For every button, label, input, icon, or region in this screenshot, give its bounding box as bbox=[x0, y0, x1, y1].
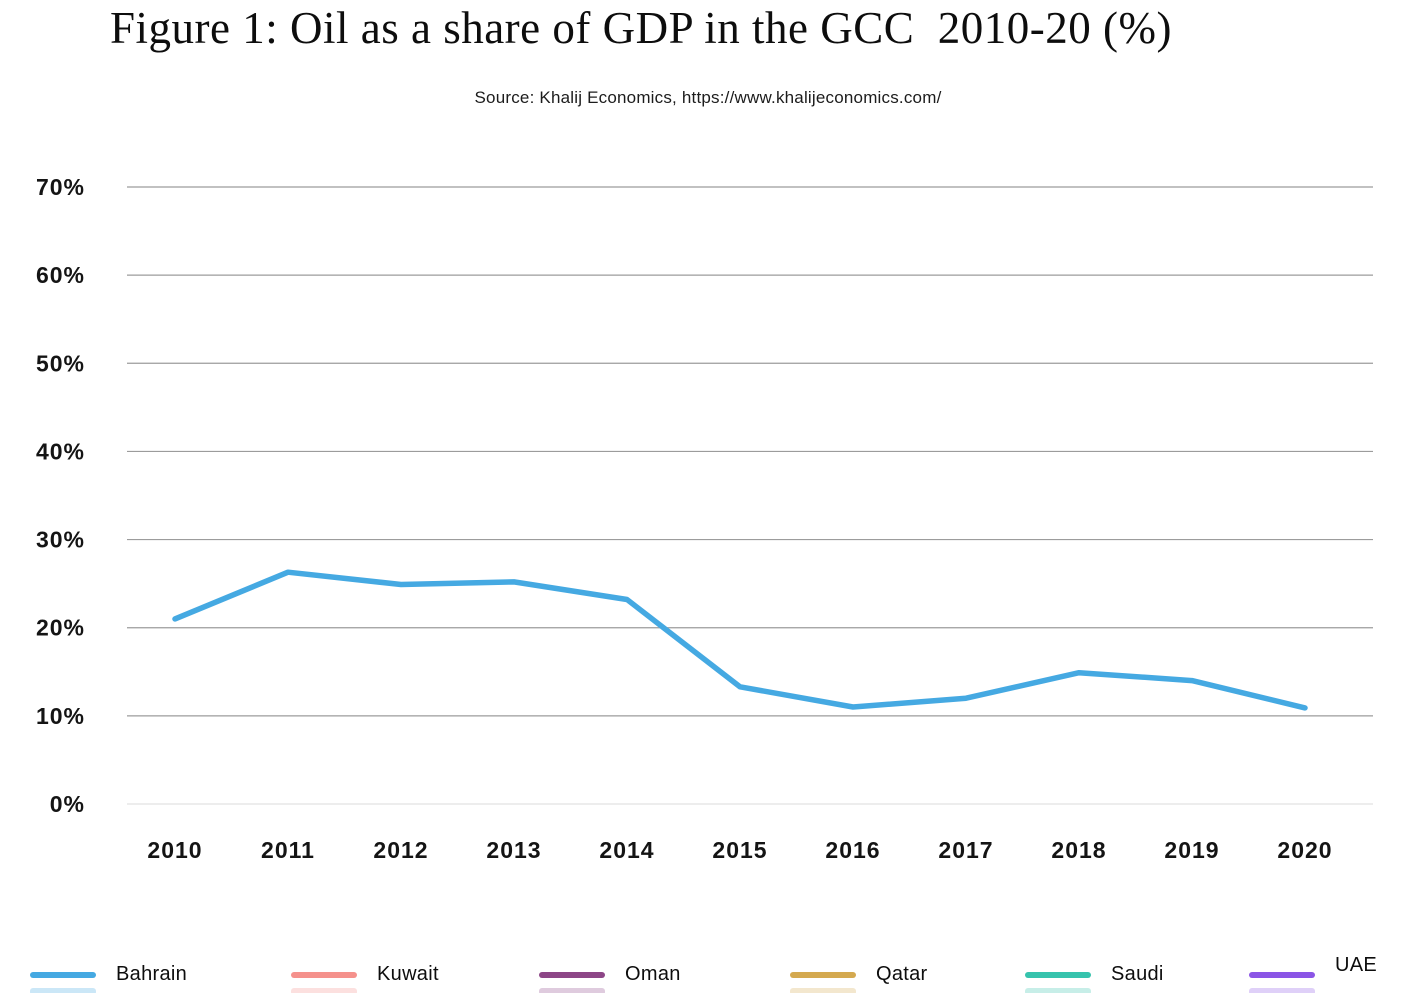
legend-item-uae[interactable]: UAE bbox=[1249, 954, 1377, 986]
x-tick-label: 2018 bbox=[1051, 837, 1106, 863]
legend-swatch-kuwait bbox=[291, 971, 357, 978]
x-tick-label: 2015 bbox=[712, 837, 767, 863]
x-tick-label: 2010 bbox=[147, 837, 202, 863]
y-tick-label: 20% bbox=[36, 615, 85, 641]
x-tick-label: 2013 bbox=[486, 837, 541, 863]
legend-label-uae: UAE bbox=[1335, 954, 1378, 976]
legend-swatch-oman bbox=[539, 971, 605, 978]
series-line-bahrain bbox=[172, 569, 1308, 711]
legend-swatch-bahrain bbox=[30, 971, 96, 978]
x-tick-label: 2019 bbox=[1164, 837, 1219, 863]
x-tick-label: 2012 bbox=[373, 837, 428, 863]
legend-label-saudi: Saudi bbox=[1111, 963, 1164, 985]
legend-item-kuwait[interactable]: Kuwait bbox=[291, 963, 439, 986]
y-tick-label: 30% bbox=[36, 527, 85, 553]
y-tick-label: 10% bbox=[36, 703, 85, 729]
x-tick-label: 2017 bbox=[938, 837, 993, 863]
y-tick-label: 60% bbox=[36, 262, 85, 288]
y-tick-label: 0% bbox=[50, 791, 85, 817]
legend-item-saudi[interactable]: Saudi bbox=[1025, 963, 1164, 986]
x-tick-label: 2016 bbox=[825, 837, 880, 863]
chart-source: Source: Khalij Economics, https://www.kh… bbox=[474, 88, 942, 107]
legend-swatch-uae bbox=[1249, 971, 1315, 978]
legend-swatch-saudi bbox=[1025, 971, 1091, 978]
x-tick-label: 2020 bbox=[1277, 837, 1332, 863]
legend-label-bahrain: Bahrain bbox=[116, 963, 188, 985]
legend-swatch-qatar bbox=[790, 971, 856, 978]
legend-label-oman: Oman bbox=[625, 963, 681, 985]
chart-title: Figure 1: Oil as a share of GDP in the G… bbox=[110, 3, 1172, 53]
x-tick-label: 2014 bbox=[599, 837, 654, 863]
legend-item-oman[interactable]: Oman bbox=[539, 963, 681, 986]
x-tick-label: 2011 bbox=[261, 837, 315, 863]
legend-label-qatar: Qatar bbox=[876, 963, 928, 985]
y-tick-label: 50% bbox=[36, 350, 85, 376]
y-tick-label: 40% bbox=[36, 438, 85, 464]
legend-item-bahrain[interactable]: Bahrain bbox=[30, 963, 187, 986]
y-tick-label: 70% bbox=[36, 174, 85, 200]
legend-item-qatar[interactable]: Qatar bbox=[790, 963, 928, 986]
legend-label-kuwait: Kuwait bbox=[377, 963, 439, 985]
